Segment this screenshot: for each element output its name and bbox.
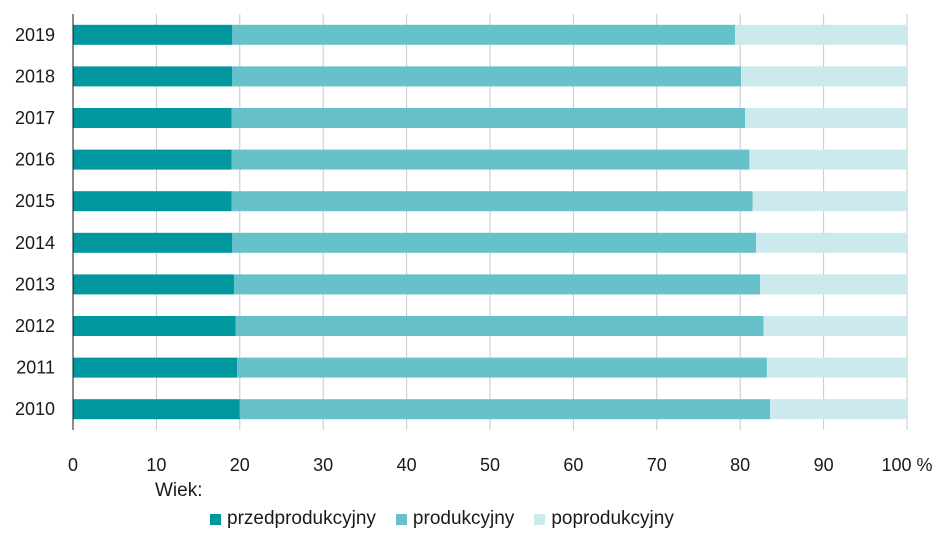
x-tick-label: 70 <box>647 455 667 475</box>
bar-poprodukcyjny-2012 <box>763 316 907 336</box>
bar-przedprodukcyjny-2015 <box>73 191 232 212</box>
y-tick-label: 2010 <box>15 399 55 419</box>
bar-poprodukcyjny-2014 <box>756 232 907 253</box>
legend-swatch <box>395 513 407 525</box>
legend-item-produkcyjny: produkcyjny <box>395 508 515 530</box>
bar-produkcyjny-2015 <box>231 191 753 212</box>
y-tick-label: 2017 <box>15 108 55 128</box>
bar-przedprodukcyjny-2011 <box>73 357 238 378</box>
bar-przedprodukcyjny-2018 <box>73 66 233 87</box>
bar-produkcyjny-2013 <box>233 274 761 295</box>
y-tick-label: 2011 <box>16 358 55 378</box>
bar-poprodukcyjny-2016 <box>749 149 907 170</box>
bars <box>73 24 907 420</box>
bar-przedprodukcyjny-2016 <box>73 149 232 170</box>
bar-produkcyjny-2010 <box>239 399 771 420</box>
bar-przedprodukcyjny-2019 <box>73 24 233 45</box>
bar-poprodukcyjny-2015 <box>752 191 907 212</box>
legend-label: produkcyjny <box>412 508 515 529</box>
legend: Wiek: przedprodukcyjny produkcyjny popro… <box>0 480 951 536</box>
legend-label: poprodukcyjny <box>551 508 674 529</box>
legend-swatch <box>534 513 546 525</box>
legend-items: przedprodukcyjny produkcyjny poprodukcyj… <box>210 508 694 530</box>
x-tick-label: 80 <box>730 455 750 475</box>
bar-poprodukcyjny-2013 <box>760 274 907 295</box>
bar-produkcyjny-2011 <box>237 357 767 378</box>
bar-przedprodukcyjny-2012 <box>73 316 236 336</box>
y-tick-label: 2012 <box>15 316 55 336</box>
y-tick-label: 2016 <box>15 150 55 170</box>
chart: 2019201820172016201520142013201220112010… <box>15 14 933 475</box>
x-tick-label: 10 <box>146 455 166 475</box>
legend-swatch <box>210 513 221 525</box>
y-tick-labels: 2019 2018 2017 2016 2015 2014 2013 2012 2011 2010 <box>15 25 55 419</box>
legend-title: Wiek: <box>155 480 203 501</box>
x-tick-label: 90 <box>814 455 834 475</box>
bar-poprodukcyjny-2017 <box>745 108 907 128</box>
y-tick-label: 2018 <box>15 66 55 86</box>
x-tick-label: 100 % <box>881 455 932 475</box>
y-tick-label: 2015 <box>15 191 55 211</box>
x-tick-label: 30 <box>313 455 333 475</box>
x-tick-labels: 0 10 20 30 40 50 60 70 80 90 100 % <box>68 455 933 475</box>
legend-label: przedprodukcyjny <box>227 508 376 529</box>
x-tick-label: 20 <box>230 455 250 475</box>
bar-poprodukcyjny-2011 <box>766 357 907 378</box>
bar-przedprodukcyjny-2017 <box>73 108 232 128</box>
x-tick-label: 50 <box>480 455 500 475</box>
bar-poprodukcyjny-2018 <box>741 66 907 87</box>
bar-produkcyjny-2016 <box>231 149 750 170</box>
bar-przedprodukcyjny-2013 <box>73 274 234 295</box>
x-tick-label: 0 <box>68 455 78 475</box>
bar-produkcyjny-2017 <box>231 108 746 128</box>
bar-produkcyjny-2018 <box>232 66 742 87</box>
bar-przedprodukcyjny-2010 <box>73 399 240 420</box>
bar-przedprodukcyjny-2014 <box>73 232 233 253</box>
legend-item-poprodukcyjny: poprodukcyjny <box>534 508 674 530</box>
bar-produkcyjny-2019 <box>232 24 736 45</box>
y-tick-label: 2014 <box>15 233 55 253</box>
bar-poprodukcyjny-2010 <box>770 399 907 420</box>
bar-poprodukcyjny-2019 <box>735 24 907 45</box>
y-tick-label: 2019 <box>15 25 55 45</box>
legend-item-przedprodukcyjny: przedprodukcyjny <box>210 508 376 530</box>
bar-produkcyjny-2012 <box>235 316 764 336</box>
x-tick-label: 60 <box>563 455 583 475</box>
y-tick-label: 2013 <box>15 274 55 294</box>
bar-produkcyjny-2014 <box>232 232 757 253</box>
x-tick-label: 40 <box>397 455 417 475</box>
